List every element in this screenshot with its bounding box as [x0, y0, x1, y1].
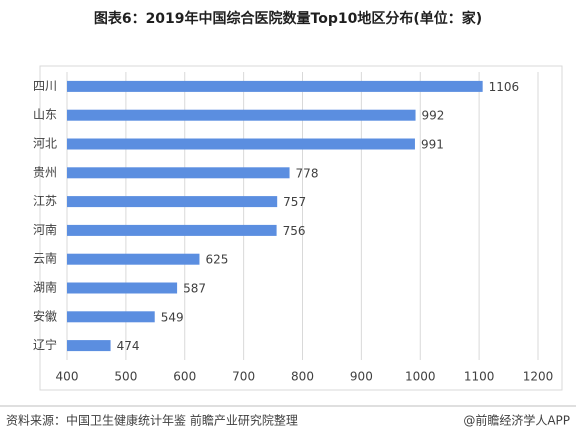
x-tick-label: 500: [114, 370, 137, 384]
x-tick-label: 1100: [464, 370, 495, 384]
bar: [67, 138, 415, 150]
chart-title: 图表6：2019年中国综合医院数量Top10地区分布(单位：家): [94, 10, 482, 27]
x-tick-label: 400: [56, 370, 79, 384]
y-tick-label: 河北: [33, 137, 57, 151]
x-tick-label: 600: [173, 370, 196, 384]
x-tick-label: 1000: [405, 370, 436, 384]
bar: [67, 311, 155, 323]
bar: [67, 340, 111, 352]
value-label: 778: [296, 166, 319, 180]
bar: [67, 80, 483, 92]
value-label: 587: [183, 282, 206, 296]
value-label: 992: [422, 109, 445, 123]
y-tick-label: 贵州: [33, 165, 57, 179]
x-tick-label: 1200: [523, 370, 554, 384]
y-tick-label: 河南: [33, 222, 57, 237]
value-label: 756: [283, 224, 306, 238]
bar: [67, 167, 290, 179]
value-label: 757: [283, 195, 306, 209]
y-tick-label: 云南: [33, 251, 57, 266]
bar: [67, 196, 278, 208]
y-tick-label: 四川: [33, 79, 57, 93]
bar: [67, 109, 416, 121]
y-tick-label: 江苏: [33, 194, 57, 208]
value-label: 625: [205, 253, 228, 267]
y-tick-label: 湖南: [33, 280, 57, 295]
value-label: 1106: [489, 80, 520, 94]
value-label: 991: [421, 138, 444, 152]
bar: [67, 224, 277, 236]
source-note: 资料来源：中国卫生健康统计年鉴 前瞻产业研究院整理: [6, 413, 298, 428]
x-tick-label: 900: [350, 370, 373, 384]
value-label: 474: [117, 339, 140, 353]
bar: [67, 282, 178, 294]
bar: [67, 253, 200, 265]
y-tick-label: 辽宁: [33, 337, 57, 352]
y-tick-label: 安徽: [33, 308, 57, 323]
credit: @前瞻经济学人APP: [463, 413, 570, 428]
x-tick-label: 800: [291, 370, 314, 384]
x-tick-label: 700: [232, 370, 255, 384]
y-tick-label: 山东: [33, 108, 57, 122]
value-label: 549: [161, 310, 184, 324]
chart-frame: [39, 65, 563, 391]
